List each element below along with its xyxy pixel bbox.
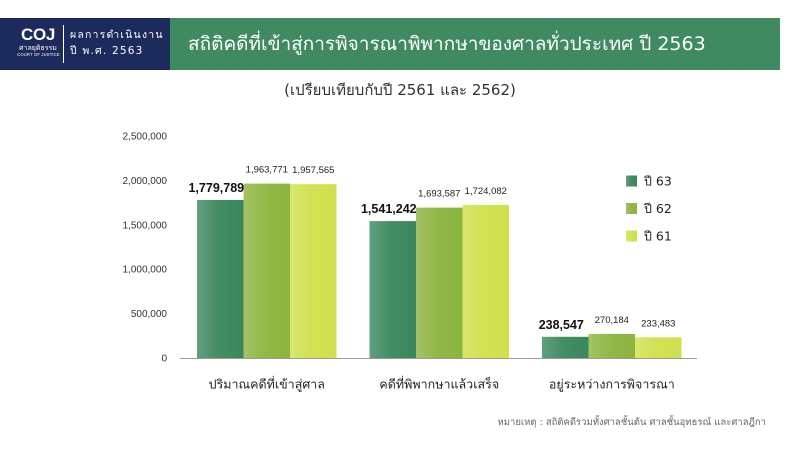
legend-label: ปี 62 xyxy=(644,201,672,216)
brand-divider xyxy=(63,25,64,63)
category-group: 238,547 270,184 233,483 อยู่ระหว่างการพิจาร… xyxy=(539,315,682,393)
category-label: คดีที่พิพากษาแล้วเสร็จ xyxy=(379,376,499,392)
data-label: 1,541,242 xyxy=(361,202,417,216)
y-tick-label: 2,500,000 xyxy=(123,132,168,143)
y-tick-label: 1,500,000 xyxy=(123,220,168,231)
data-label: 1,957,565 xyxy=(292,165,334,176)
bar xyxy=(542,336,589,358)
category-label: ปริมาณคดีที่เข้าสู่ศาล xyxy=(209,376,325,393)
bar xyxy=(588,334,635,358)
legend-item: ปี 62 xyxy=(626,201,672,216)
logo-name-th: ศาลยุติธรรม xyxy=(19,44,57,52)
section-line-2: ปี พ.ศ. 2563 xyxy=(70,45,144,57)
bar xyxy=(197,200,244,358)
y-tick-label: 2,000,000 xyxy=(123,176,168,187)
y-tick-label: 500,000 xyxy=(131,309,168,320)
data-label: 1,724,082 xyxy=(465,186,507,197)
coj-logo: COJ ศาลยุติธรรม COURT OF JUSTICE xyxy=(13,26,63,59)
y-tick-label: 0 xyxy=(161,354,167,365)
section-line-1: ผลการดำเนินงาน xyxy=(70,29,164,41)
brand-block: COJ ศาลยุติธรรม COURT OF JUSTICE ผลการดำ… xyxy=(0,18,170,70)
data-label: 270,184 xyxy=(595,315,629,326)
bar xyxy=(462,204,509,358)
data-label: 1,779,789 xyxy=(188,181,244,195)
bar xyxy=(369,221,416,358)
legend-swatch xyxy=(626,230,637,242)
y-axis: 0 500,000 1,000,000 1,500,000 2,000,000 2,500… xyxy=(123,132,168,365)
logo-mark: COJ xyxy=(20,25,56,44)
data-label: 233,483 xyxy=(641,318,675,329)
data-label: 238,547 xyxy=(539,318,584,332)
legend: ปี 63 ปี 62 ปี 61 xyxy=(626,174,672,244)
data-label: 1,963,771 xyxy=(246,165,288,176)
bar xyxy=(416,207,463,358)
legend-swatch xyxy=(626,203,637,214)
title-banner: สถิติคดีที่เข้าสู่การพิจารณาพิพากษาของศา… xyxy=(170,18,780,70)
header: COJ ศาลยุติธรรม COURT OF JUSTICE ผลการดำ… xyxy=(0,18,780,70)
data-label: 1,693,587 xyxy=(418,189,460,200)
footnote: หมายเหตุ : สถิติคดีรวมทั้งศาลชั้นต้น ศาล… xyxy=(497,417,766,428)
category-label: อยู่ระหว่างการพิจารณา xyxy=(549,377,675,393)
section-label: ผลการดำเนินงาน ปี พ.ศ. 2563 xyxy=(70,27,164,59)
y-tick-label: 1,000,000 xyxy=(123,265,168,276)
legend-label: ปี 61 xyxy=(644,229,672,244)
legend-item: ปี 61 xyxy=(626,229,672,244)
page-subtitle: (เปรียบเทียบกับปี 2561 และ 2562) xyxy=(284,81,516,99)
legend-swatch xyxy=(626,175,637,187)
legend-label: ปี 63 xyxy=(644,174,672,189)
legend-item: ปี 63 xyxy=(626,174,672,189)
bar xyxy=(635,337,682,358)
bar xyxy=(290,184,337,358)
logo-name-en: COURT OF JUSTICE xyxy=(16,53,60,58)
page-title: สถิติคดีที่เข้าสู่การพิจารณาพิพากษาของศา… xyxy=(188,33,706,55)
bar xyxy=(243,183,290,358)
